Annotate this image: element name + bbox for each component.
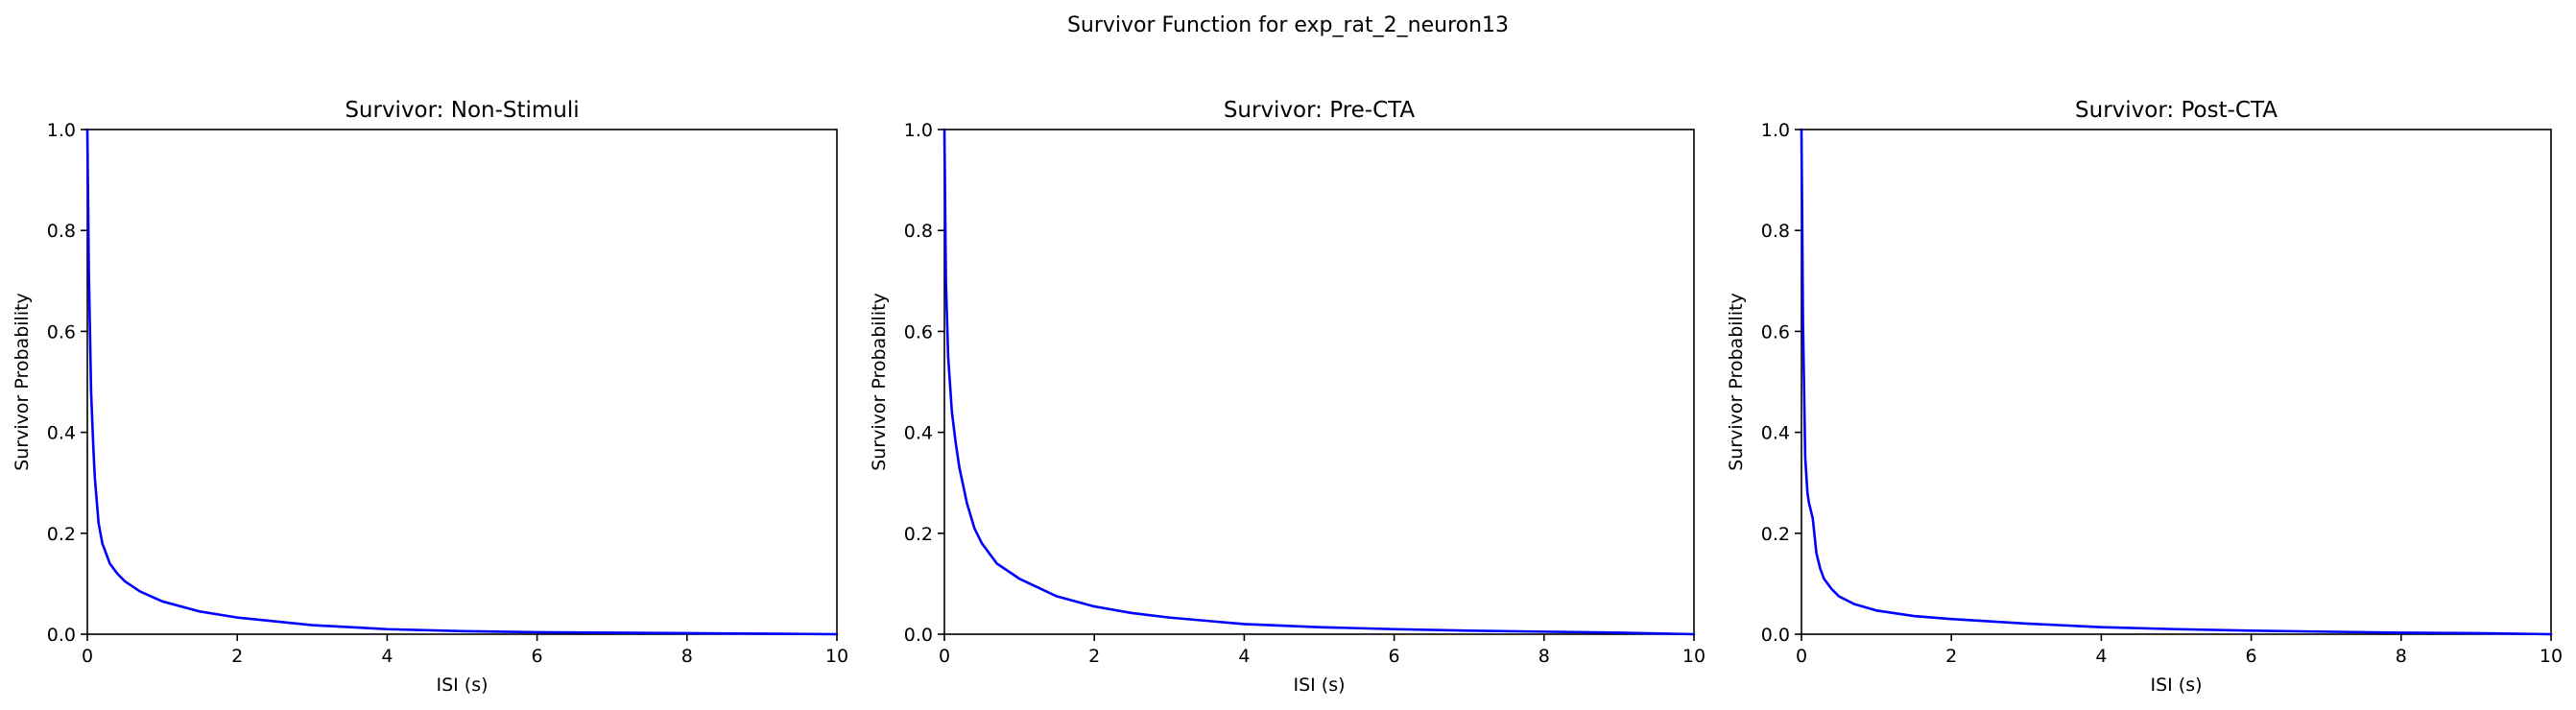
subplot-title: Survivor: Pre-CTA xyxy=(1224,98,1416,123)
x-tick-label: 4 xyxy=(381,646,393,667)
y-tick-label: 0.4 xyxy=(904,423,933,444)
x-axis-label: ISI (s) xyxy=(2150,674,2202,696)
figure-suptitle: Survivor Function for exp_rat_2_neuron13 xyxy=(1067,13,1509,37)
y-tick-label: 0.2 xyxy=(1761,524,1790,545)
y-tick-label: 0.0 xyxy=(904,625,933,646)
x-tick-label: 8 xyxy=(2396,646,2407,667)
y-tick-label: 0.8 xyxy=(47,221,76,242)
y-tick-label: 1.0 xyxy=(47,120,76,141)
y-axis-label: Survivor Probability xyxy=(1726,293,1747,471)
axes-frame xyxy=(943,129,1695,635)
y-tick-label: 0.8 xyxy=(1761,221,1790,242)
x-tick-label: 6 xyxy=(2246,646,2257,667)
y-tick-label: 0.6 xyxy=(904,321,933,343)
axes-frame xyxy=(1801,129,2552,635)
x-tick-label: 10 xyxy=(825,646,848,667)
y-tick-label: 0.0 xyxy=(1761,625,1790,646)
x-tick-label: 10 xyxy=(1682,646,1705,667)
axes-frame xyxy=(86,129,838,635)
x-tick-label: 0 xyxy=(1796,646,1807,667)
y-tick-label: 0.2 xyxy=(904,524,933,545)
x-axis-label: ISI (s) xyxy=(1293,674,1345,696)
x-tick-label: 2 xyxy=(231,646,243,667)
x-tick-label: 4 xyxy=(1238,646,1250,667)
y-tick-label: 0.6 xyxy=(47,321,76,343)
x-tick-label: 8 xyxy=(681,646,693,667)
survivor-curve xyxy=(942,128,1696,636)
y-tick-label: 0.0 xyxy=(47,625,76,646)
x-tick-label: 0 xyxy=(82,646,93,667)
x-tick-label: 0 xyxy=(939,646,950,667)
x-tick-label: 8 xyxy=(1538,646,1550,667)
y-tick-label: 0.2 xyxy=(47,524,76,545)
y-tick-label: 1.0 xyxy=(904,120,933,141)
y-tick-label: 0.4 xyxy=(1761,423,1790,444)
y-tick-label: 0.4 xyxy=(47,423,76,444)
x-tick-label: 6 xyxy=(532,646,543,667)
y-tick-label: 0.8 xyxy=(904,221,933,242)
x-axis-label: ISI (s) xyxy=(436,674,488,696)
y-tick-label: 0.6 xyxy=(1761,321,1790,343)
subplot-title: Survivor: Non-Stimuli xyxy=(345,98,579,123)
x-tick-label: 2 xyxy=(1088,646,1100,667)
x-tick-label: 6 xyxy=(1389,646,1400,667)
survivor-curve xyxy=(1800,128,2553,636)
subplot-title: Survivor: Post-CTA xyxy=(2075,98,2278,123)
y-axis-label: Survivor Probability xyxy=(869,293,890,471)
y-tick-label: 1.0 xyxy=(1761,120,1790,141)
x-tick-label: 2 xyxy=(1945,646,1957,667)
y-axis-label: Survivor Probability xyxy=(12,293,33,471)
x-tick-label: 4 xyxy=(2095,646,2107,667)
subplot-1: 0 2 4 6 8 10 0.0 0.2 0.4 0.6 0.8 1.0 Survivor: Non-S… xyxy=(12,98,848,696)
x-tick-label: 10 xyxy=(2540,646,2563,667)
subplot-3: 0 2 4 6 8 10 0.0 0.2 0.4 0.6 0.8 1.0 Survivor: Post-… xyxy=(1726,98,2563,696)
subplot-2: 0 2 4 6 8 10 0.0 0.2 0.4 0.6 0.8 1.0 Survivor: Pre-C… xyxy=(869,98,1705,696)
survivor-curve xyxy=(85,128,839,636)
